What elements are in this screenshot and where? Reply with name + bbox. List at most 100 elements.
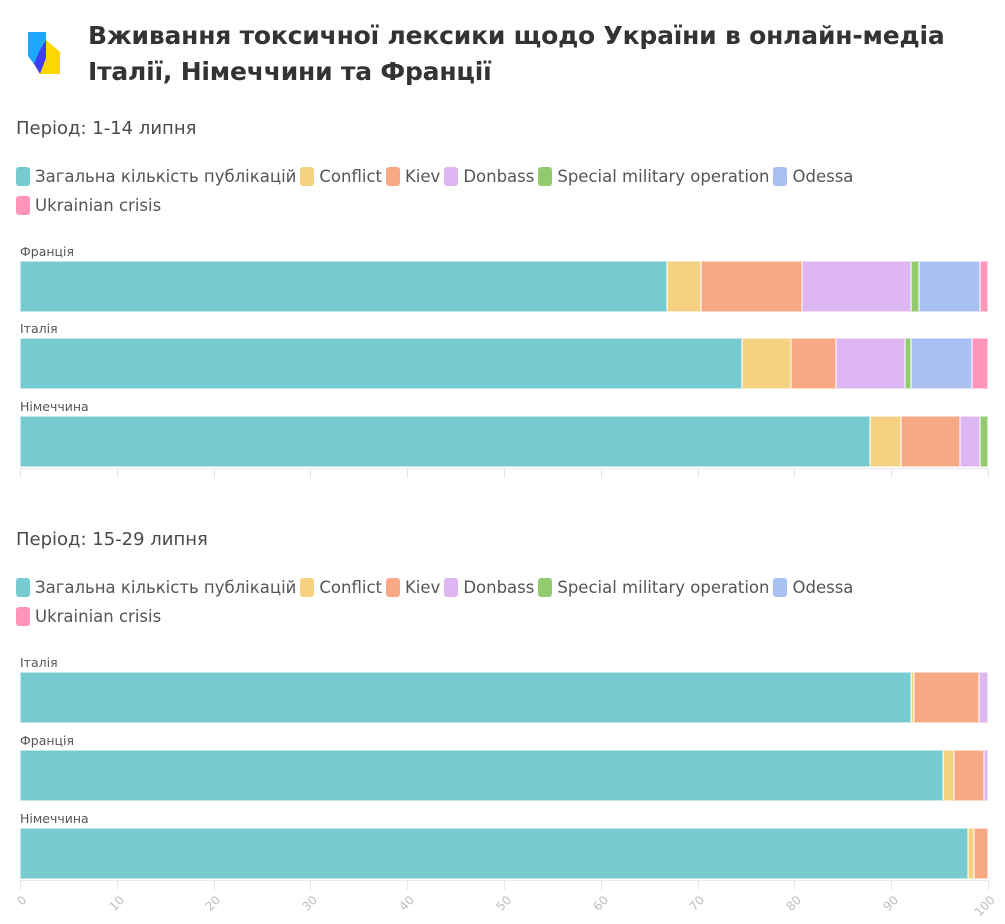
legend-label: Odessa [792, 167, 854, 186]
x-tick-label: 0 [14, 893, 30, 909]
legend-item-donbass[interactable]: Donbass [444, 164, 534, 189]
legend-label: Odessa [792, 578, 854, 597]
legend-label: Donbass [463, 578, 535, 597]
x-tick [310, 881, 312, 890]
bar-segment-kiev[interactable] [954, 750, 985, 801]
bar-row [20, 416, 988, 467]
legend-swatch [538, 167, 553, 186]
bar-segment-smo[interactable] [910, 261, 920, 312]
category-label: Франція [20, 244, 75, 259]
bar-segment-kiev[interactable] [914, 672, 980, 723]
legend: Загальна кількість публікацій Conflict Kie… [16, 164, 996, 222]
legend-label: Donbass [463, 167, 535, 186]
x-tick [504, 469, 505, 478]
legend-label: Conflict [319, 578, 382, 597]
bar-segment-total[interactable] [20, 261, 667, 312]
bar-segment-smo[interactable] [980, 416, 988, 467]
legend-swatch [538, 578, 553, 597]
chart-title: Період: 15-29 липня [16, 529, 208, 550]
legend-swatch [300, 578, 315, 597]
legend-item-total[interactable]: Загальна кількість публікацій [16, 164, 296, 189]
bar-segment-total[interactable] [20, 672, 911, 723]
legend-item-crisis[interactable]: Ukrainian crisis [16, 193, 161, 218]
x-tick-label: 30 [299, 893, 321, 914]
legend-item-odessa[interactable]: Odessa [773, 575, 853, 600]
header: Вживання токсичної лексики щодо України … [26, 18, 988, 90]
legend-item-smo[interactable]: Special military operation [538, 575, 769, 600]
legend-item-crisis[interactable]: Ukrainian crisis [16, 604, 161, 629]
x-axis [20, 468, 989, 479]
legend-item-donbass[interactable]: Donbass [444, 575, 534, 600]
x-tick [116, 469, 118, 478]
legend-swatch [300, 167, 315, 186]
chart-title: Період: 1-14 липня [16, 118, 197, 139]
legend-swatch [16, 607, 30, 626]
legend-label: Загальна кількість публікацій [35, 167, 297, 186]
bar-segment-conflict[interactable] [742, 338, 791, 389]
x-tick-label: 40 [396, 893, 418, 914]
x-tick-label: 20 [202, 893, 224, 914]
x-tick [794, 881, 796, 890]
x-tick-label: 70 [686, 893, 708, 914]
x-tick [407, 881, 409, 890]
legend-label: Загальна кількість публікацій [35, 578, 297, 597]
legend-item-odessa[interactable]: Odessa [773, 164, 853, 189]
x-tick-label: 10 [106, 893, 127, 914]
page-title: Вживання токсичної лексики щодо України … [88, 21, 945, 86]
x-tick [213, 469, 215, 478]
legend-label: Special military operation [557, 167, 770, 186]
legend-label: Conflict [319, 167, 382, 186]
bar-row [20, 672, 988, 723]
bar-segment-total[interactable] [20, 338, 743, 389]
bar-segment-donbass[interactable] [836, 338, 905, 389]
legend-swatch [16, 196, 30, 215]
legend-swatch [773, 578, 788, 597]
x-tick [213, 881, 215, 890]
x-tick [116, 881, 118, 890]
legend-item-total[interactable]: Загальна кількість публікацій [16, 575, 296, 600]
bar-segment-conflict[interactable] [869, 416, 901, 467]
x-tick-label: 80 [783, 893, 805, 914]
x-tick [600, 881, 602, 890]
legend-item-smo[interactable]: Special military operation [538, 164, 769, 189]
category-label: Італія [20, 655, 58, 670]
bar-segment-smo[interactable] [904, 338, 911, 389]
bar-segment-crisis[interactable] [971, 338, 988, 389]
x-tick [988, 881, 989, 890]
x-tick [407, 469, 409, 478]
bar-segment-conflict[interactable] [967, 828, 975, 879]
x-tick [988, 469, 989, 478]
bar-segment-total[interactable] [20, 750, 944, 801]
bar-segment-conflict[interactable] [910, 672, 915, 723]
legend-item-kiev[interactable]: Kiev [385, 164, 441, 189]
bar-segment-conflict[interactable] [666, 261, 702, 312]
bar-segment-kiev[interactable] [900, 416, 960, 467]
legend: Загальна кількість публікацій Conflict Kie… [16, 575, 996, 633]
x-tick [697, 881, 699, 890]
bar-segment-odessa[interactable] [919, 261, 981, 312]
bar-segment-crisis[interactable] [980, 261, 988, 312]
bar-segment-donbass[interactable] [979, 672, 988, 723]
bar-segment-donbass[interactable] [802, 261, 911, 312]
bar-row [20, 750, 988, 801]
bar-segment-kiev[interactable] [701, 261, 803, 312]
legend-item-conflict[interactable]: Conflict [300, 575, 382, 600]
bar-segment-total[interactable] [20, 416, 870, 467]
legend-item-kiev[interactable]: Kiev [385, 575, 440, 600]
legend-label: Kiev [404, 167, 441, 186]
bar-segment-total[interactable] [20, 828, 968, 879]
bar-segment-donbass[interactable] [984, 750, 988, 801]
bar-segment-kiev[interactable] [790, 338, 836, 389]
x-tick [600, 469, 602, 478]
bar-segment-conflict[interactable] [943, 750, 955, 801]
x-tick [891, 881, 893, 890]
legend-item-conflict[interactable]: Conflict [300, 164, 382, 189]
bar-segment-odessa[interactable] [910, 338, 972, 389]
legend-swatch [16, 167, 30, 186]
x-tick [891, 469, 893, 478]
legend-swatch [385, 167, 400, 186]
legend-label: Ukrainian crisis [35, 607, 162, 626]
bar-segment-donbass[interactable] [959, 416, 981, 467]
x-tick [697, 469, 699, 478]
bar-segment-kiev[interactable] [974, 828, 988, 879]
